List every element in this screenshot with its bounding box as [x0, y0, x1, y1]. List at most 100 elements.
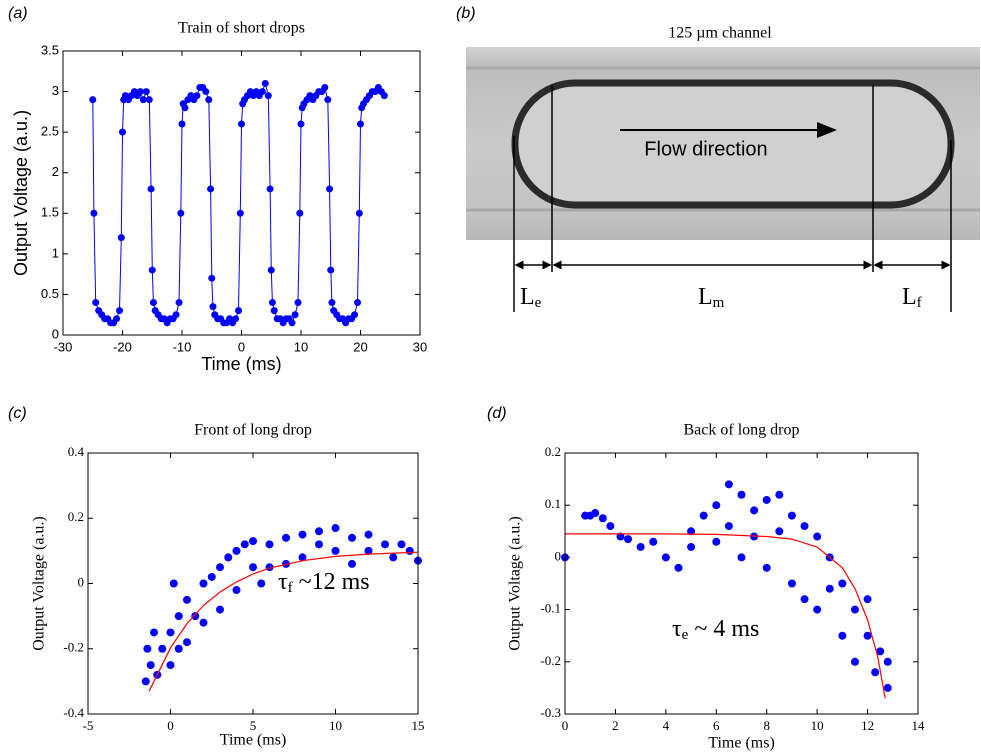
- data-point: [270, 307, 278, 315]
- data-point: [166, 661, 175, 670]
- data-point: [699, 511, 708, 520]
- data-point: [158, 644, 167, 653]
- data-point: [232, 586, 241, 595]
- data-point: [92, 299, 100, 307]
- data-point: [199, 618, 208, 627]
- y-tick-label: 1: [52, 245, 59, 260]
- data-point: [606, 522, 615, 531]
- data-point: [800, 595, 809, 604]
- x-tick-label: -30: [54, 339, 73, 354]
- y-axis-label: Output Voltage (a.u.): [11, 110, 31, 276]
- data-point: [257, 579, 266, 588]
- y-tick-label: 3: [52, 83, 59, 98]
- data-point: [315, 540, 323, 549]
- data-point: [177, 209, 185, 217]
- annotation-main: τ: [278, 569, 288, 595]
- data-point: [737, 553, 746, 562]
- data-point: [724, 480, 733, 489]
- data-point: [850, 657, 859, 666]
- series-line: [92, 81, 385, 324]
- data-point: [174, 644, 183, 653]
- data-point: [598, 514, 607, 523]
- data-point: [178, 120, 186, 128]
- data-point: [208, 274, 216, 282]
- y-tick-label: 0.4: [68, 444, 85, 459]
- x-tick-label: 5: [250, 718, 257, 733]
- y-tick-label: -0.3: [540, 705, 561, 720]
- data-point: [331, 524, 340, 533]
- data-point: [291, 311, 299, 319]
- data-point: [143, 644, 152, 653]
- data-point: [863, 631, 872, 640]
- data-point: [145, 96, 153, 104]
- data-point: [139, 96, 147, 104]
- data-point: [354, 299, 362, 307]
- data-point: [321, 84, 329, 92]
- y-tick-label: 3.5: [41, 42, 59, 57]
- data-point: [381, 540, 389, 549]
- data-point: [216, 605, 224, 614]
- y-tick-label: 0: [78, 574, 85, 589]
- data-point: [591, 509, 600, 518]
- y-tick-label: 0.2: [68, 509, 84, 524]
- data-point: [355, 209, 363, 217]
- data-point: [175, 299, 183, 307]
- arrow-label: Flow direction: [644, 138, 767, 160]
- y-tick-label: -0.2: [540, 653, 561, 668]
- data-point: [150, 628, 158, 637]
- data-point: [883, 657, 892, 666]
- y-tick-label: 0: [555, 548, 562, 563]
- data-point: [90, 209, 98, 217]
- data-point: [624, 535, 633, 544]
- x-tick-label: 8: [763, 718, 770, 733]
- data-point: [264, 92, 272, 100]
- data-point: [813, 605, 822, 614]
- data-point: [762, 495, 771, 504]
- y-axis-label: Output Voltage (a.u.): [507, 516, 524, 651]
- data-point: [288, 319, 296, 327]
- data-point: [357, 120, 364, 128]
- x-axis-label: Time (ms): [708, 735, 775, 752]
- data-point: [236, 209, 244, 217]
- x-tick-label: 30: [413, 339, 427, 354]
- chart-panel: (a) Train of short drops Time (ms) Output V…: [8, 5, 427, 374]
- dim-main: L: [698, 284, 713, 310]
- data-point: [113, 315, 121, 323]
- data-point: [616, 532, 625, 541]
- x-tick-label: 0: [167, 718, 174, 733]
- annotation-text: ~ 4 ms: [688, 616, 759, 642]
- data-point: [258, 88, 266, 96]
- annotation: τe ~ 4 ms: [672, 616, 759, 644]
- data-point: [838, 631, 847, 640]
- data-point: [674, 563, 683, 572]
- data-point: [364, 546, 373, 555]
- data-point: [89, 96, 97, 104]
- dim-sub: m: [713, 295, 725, 311]
- data-point: [326, 185, 334, 193]
- panel-label: (d): [487, 405, 507, 422]
- data-point: [297, 120, 305, 128]
- data-point: [282, 533, 290, 542]
- photo-title: 125 µm channel: [668, 25, 772, 42]
- data-point: [397, 540, 406, 549]
- data-point: [207, 572, 216, 581]
- y-tick-label: 0.1: [545, 496, 561, 511]
- data-point: [825, 584, 834, 593]
- panel-label: (c): [8, 405, 27, 422]
- data-point: [724, 522, 733, 531]
- data-point: [232, 315, 240, 323]
- data-point: [117, 234, 125, 242]
- panel-label: (b): [456, 5, 476, 22]
- data-point: [351, 311, 359, 319]
- data-point: [762, 563, 771, 572]
- x-tick-label: 12: [861, 718, 874, 733]
- x-tick-label: 0: [562, 718, 569, 733]
- data-point: [216, 563, 224, 572]
- dimension-lines: [513, 85, 952, 312]
- plot-area: [141, 524, 422, 692]
- data-point: [172, 311, 180, 319]
- y-tick-label: -0.4: [63, 705, 84, 720]
- data-point: [209, 303, 217, 311]
- x-tick-label: 14: [912, 718, 926, 733]
